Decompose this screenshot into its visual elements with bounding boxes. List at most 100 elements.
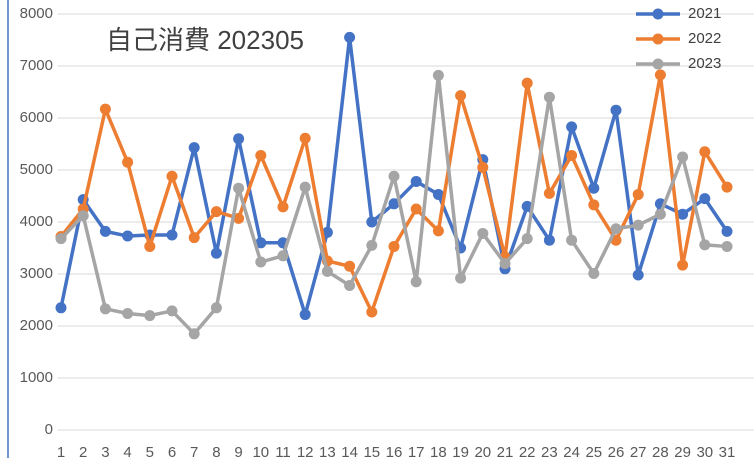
x-tick-label: 23 bbox=[541, 444, 558, 458]
data-point bbox=[77, 210, 89, 222]
data-point bbox=[588, 267, 600, 279]
data-point bbox=[388, 240, 400, 252]
x-tick-label: 18 bbox=[430, 444, 447, 458]
data-point bbox=[521, 233, 533, 245]
data-point bbox=[210, 206, 222, 218]
x-tick-label: 12 bbox=[297, 444, 314, 458]
data-point bbox=[721, 181, 733, 193]
x-tick-label: 20 bbox=[474, 444, 491, 458]
data-point bbox=[344, 260, 356, 272]
data-point bbox=[632, 269, 644, 281]
data-point bbox=[210, 247, 222, 259]
data-point bbox=[521, 200, 533, 212]
data-point bbox=[188, 232, 200, 244]
x-tick-label: 13 bbox=[319, 444, 336, 458]
data-point bbox=[366, 306, 378, 318]
x-tick-label: 24 bbox=[563, 444, 580, 458]
data-point bbox=[499, 258, 511, 270]
x-tick-label: 21 bbox=[497, 444, 514, 458]
data-point bbox=[432, 225, 444, 237]
data-point bbox=[122, 308, 134, 320]
data-point bbox=[388, 170, 400, 182]
data-point bbox=[299, 309, 311, 321]
data-point bbox=[566, 149, 578, 161]
x-tick-label: 15 bbox=[363, 444, 380, 458]
legend-marker bbox=[652, 8, 664, 20]
data-point bbox=[55, 302, 67, 314]
y-tick-label: 5000 bbox=[20, 161, 53, 178]
data-point bbox=[654, 208, 666, 220]
data-point bbox=[588, 199, 600, 211]
data-point bbox=[321, 226, 333, 238]
data-point bbox=[410, 276, 422, 288]
data-point bbox=[344, 279, 356, 291]
x-tick-label: 19 bbox=[452, 444, 469, 458]
x-tick-label: 30 bbox=[696, 444, 713, 458]
data-point bbox=[543, 234, 555, 246]
data-point bbox=[677, 151, 689, 163]
x-tick-label: 10 bbox=[252, 444, 269, 458]
y-tick-label: 4000 bbox=[20, 213, 53, 230]
legend-label: 2022 bbox=[688, 30, 721, 47]
data-point bbox=[721, 240, 733, 252]
data-point bbox=[699, 239, 711, 251]
legend-marker bbox=[652, 33, 664, 45]
data-point bbox=[233, 133, 245, 145]
x-tick-label: 14 bbox=[341, 444, 358, 458]
data-point bbox=[632, 188, 644, 200]
data-point bbox=[299, 181, 311, 193]
x-tick-label: 5 bbox=[146, 444, 154, 458]
data-point bbox=[543, 91, 555, 103]
data-point bbox=[255, 256, 267, 268]
data-point bbox=[610, 223, 622, 235]
x-tick-label: 31 bbox=[719, 444, 736, 458]
data-point bbox=[321, 265, 333, 277]
data-point bbox=[566, 234, 578, 246]
data-point bbox=[366, 216, 378, 228]
data-point bbox=[432, 188, 444, 200]
data-point bbox=[277, 201, 289, 213]
data-point bbox=[99, 303, 111, 315]
data-point bbox=[188, 142, 200, 154]
legend-label: 2023 bbox=[688, 55, 721, 72]
x-tick-label: 25 bbox=[585, 444, 602, 458]
data-point bbox=[677, 259, 689, 271]
data-point bbox=[699, 146, 711, 158]
data-point bbox=[188, 328, 200, 340]
data-point bbox=[477, 227, 489, 239]
y-tick-label: 8000 bbox=[20, 5, 53, 22]
data-point bbox=[255, 237, 267, 249]
data-point bbox=[654, 69, 666, 81]
data-point bbox=[677, 208, 689, 220]
x-tick-label: 26 bbox=[608, 444, 625, 458]
y-tick-label: 3000 bbox=[20, 265, 53, 282]
x-tick-label: 22 bbox=[519, 444, 536, 458]
x-tick-label: 9 bbox=[234, 444, 242, 458]
x-tick-label: 28 bbox=[652, 444, 669, 458]
legend-marker bbox=[652, 58, 664, 70]
x-tick-label: 7 bbox=[190, 444, 198, 458]
x-tick-label: 8 bbox=[212, 444, 220, 458]
data-point bbox=[166, 229, 178, 241]
data-point bbox=[166, 305, 178, 317]
x-tick-label: 1 bbox=[57, 444, 65, 458]
data-point bbox=[233, 182, 245, 194]
x-tick-label: 17 bbox=[408, 444, 425, 458]
data-point bbox=[210, 302, 222, 314]
x-tick-label: 2 bbox=[79, 444, 87, 458]
x-tick-label: 16 bbox=[386, 444, 403, 458]
data-point bbox=[366, 239, 378, 251]
data-point bbox=[255, 149, 267, 161]
data-point bbox=[410, 175, 422, 187]
y-tick-label: 1000 bbox=[20, 369, 53, 386]
y-tick-label: 6000 bbox=[20, 109, 53, 126]
data-point bbox=[632, 219, 644, 231]
data-point bbox=[699, 193, 711, 205]
data-point bbox=[610, 104, 622, 116]
data-point bbox=[432, 69, 444, 81]
data-point bbox=[166, 170, 178, 182]
data-point bbox=[233, 212, 245, 224]
data-point bbox=[144, 310, 156, 322]
